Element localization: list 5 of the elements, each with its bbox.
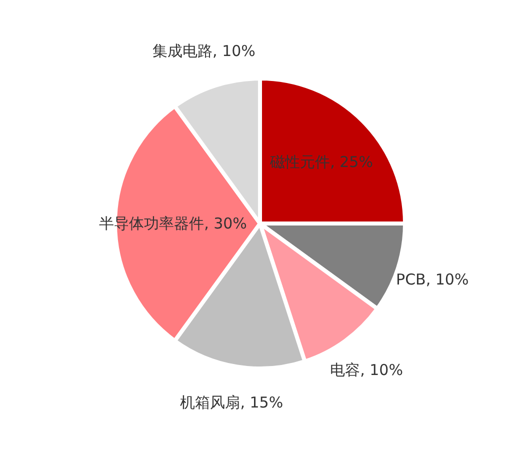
slice-label: 磁性元件, 25% [269, 152, 373, 171]
slice-label: 机箱风扇, 15% [180, 394, 284, 412]
slice-label: PCB, 10% [396, 270, 469, 289]
slice-label: 集成电路, 10% [152, 42, 256, 60]
slice-label: 电容, 10% [330, 361, 403, 380]
